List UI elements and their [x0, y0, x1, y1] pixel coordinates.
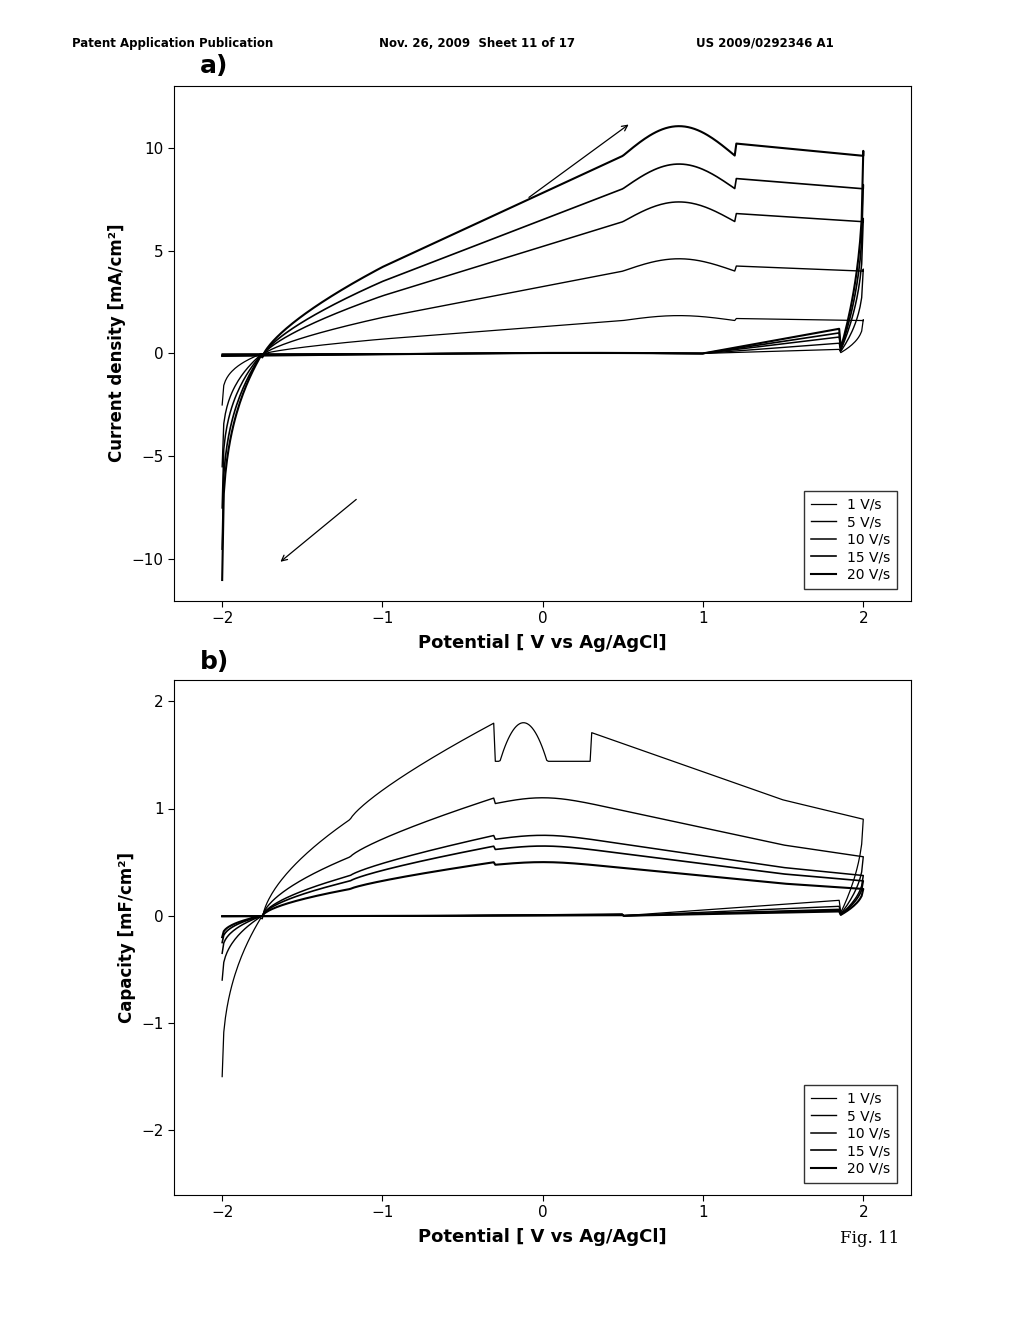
Text: US 2009/0292346 A1: US 2009/0292346 A1	[696, 37, 835, 50]
X-axis label: Potential [ V vs Ag/AgCl]: Potential [ V vs Ag/AgCl]	[419, 1229, 667, 1246]
Y-axis label: Current density [mA/cm²]: Current density [mA/cm²]	[109, 224, 126, 462]
Text: Nov. 26, 2009  Sheet 11 of 17: Nov. 26, 2009 Sheet 11 of 17	[379, 37, 574, 50]
Y-axis label: Capacity [mF/cm²]: Capacity [mF/cm²]	[118, 851, 136, 1023]
Text: a): a)	[200, 54, 228, 78]
Text: Patent Application Publication: Patent Application Publication	[72, 37, 273, 50]
Text: b): b)	[200, 651, 229, 675]
Legend: 1 V/s, 5 V/s, 10 V/s, 15 V/s, 20 V/s: 1 V/s, 5 V/s, 10 V/s, 15 V/s, 20 V/s	[804, 491, 897, 589]
X-axis label: Potential [ V vs Ag/AgCl]: Potential [ V vs Ag/AgCl]	[419, 635, 667, 652]
Legend: 1 V/s, 5 V/s, 10 V/s, 15 V/s, 20 V/s: 1 V/s, 5 V/s, 10 V/s, 15 V/s, 20 V/s	[804, 1085, 897, 1183]
Text: Fig. 11: Fig. 11	[840, 1230, 899, 1247]
